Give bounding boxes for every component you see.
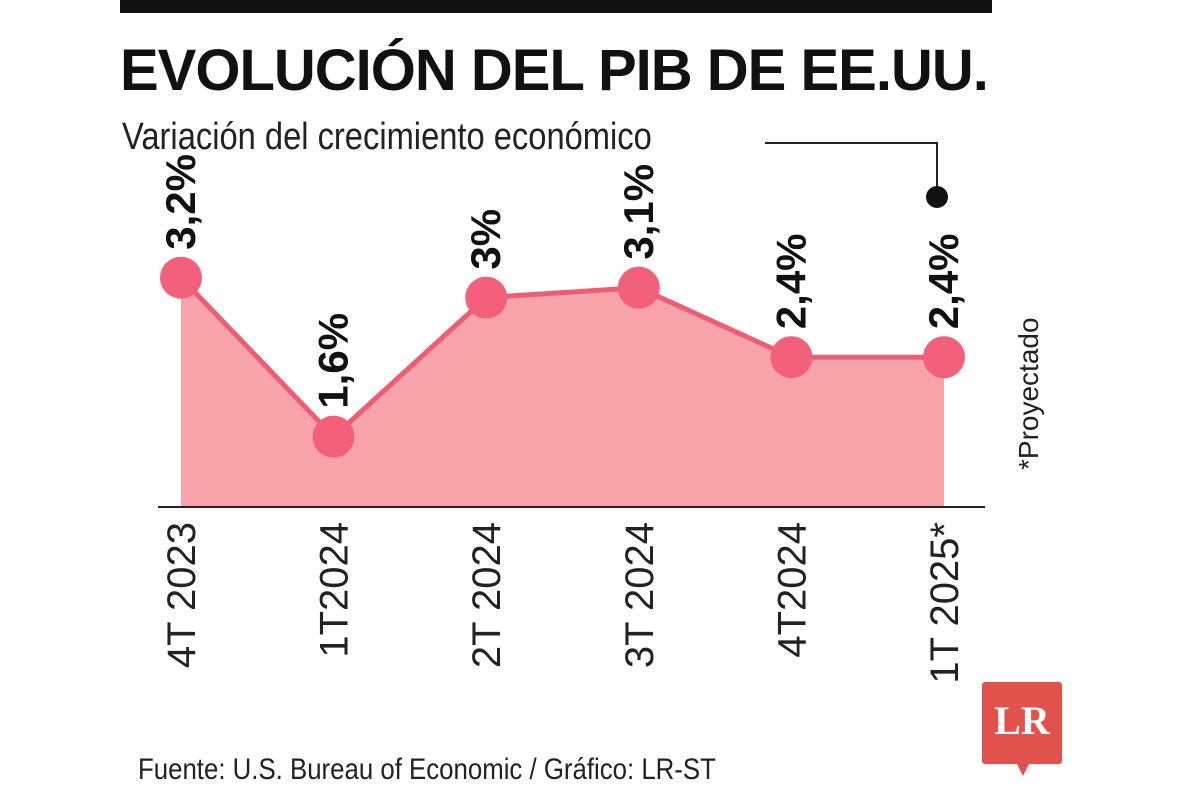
x-tick-label: 4T2024 (770, 522, 814, 658)
x-tick-label: 4T 2023 (160, 522, 204, 668)
data-point (770, 336, 813, 379)
data-label: 2,4% (920, 233, 967, 329)
data-point (923, 336, 965, 379)
chart-subtitle: Variación del crecimiento económico (122, 116, 652, 158)
lr-logo (982, 682, 1062, 764)
x-tick-label: 1T 2025* (923, 522, 967, 684)
data-point (312, 415, 355, 458)
top-bar (120, 0, 992, 13)
data-label: 3% (462, 209, 509, 270)
data-point (617, 266, 660, 309)
lr-logo-text: LR (994, 698, 1050, 743)
data-label: 3,1% (615, 164, 662, 260)
data-label: 2,4% (767, 233, 814, 329)
projection-leader-line (765, 142, 938, 194)
lr-logo-tail (1016, 762, 1030, 776)
data-label: 1,6% (310, 313, 357, 409)
x-tick-label: 1T2024 (313, 522, 357, 658)
projection-leader-dot (926, 186, 948, 208)
source-note: Fuente: U.S. Bureau of Economic / Gráfic… (138, 753, 716, 786)
data-point (465, 276, 508, 319)
data-label: 3,2% (157, 154, 204, 250)
area-fill (181, 277, 944, 507)
data-point (160, 256, 202, 299)
x-tick-label: 3T 2024 (618, 522, 662, 668)
series-line (179, 276, 944, 440)
x-tick-label: 2T 2024 (465, 522, 509, 668)
chart-title: EVOLUCIÓN DEL PIB DE EE.UU. (120, 38, 989, 103)
projected-note: *Proyectado (1013, 317, 1044, 470)
